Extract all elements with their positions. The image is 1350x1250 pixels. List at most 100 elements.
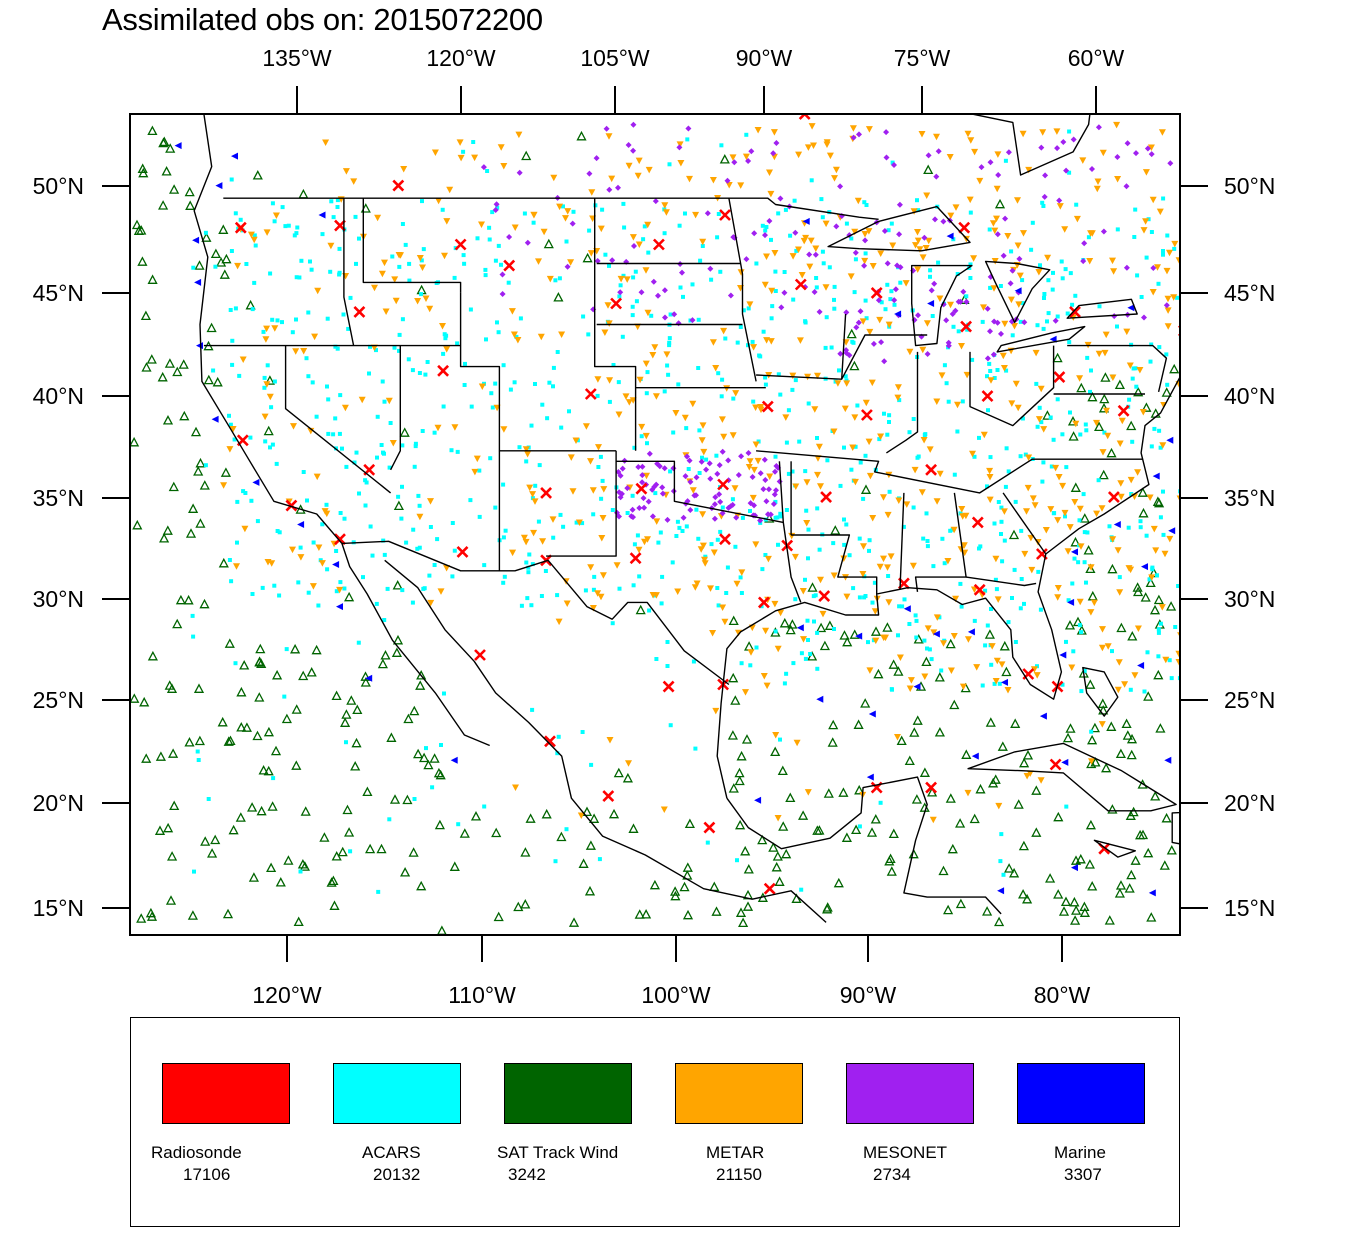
metar-marker xyxy=(1308,740,1315,747)
metar-marker xyxy=(1004,233,1012,240)
sat-track-wind-marker xyxy=(187,910,198,920)
radiosonde-marker xyxy=(544,735,556,748)
sat-track-wind-marker xyxy=(994,916,1005,927)
metar-marker xyxy=(572,437,580,444)
acars-marker xyxy=(958,581,963,586)
radiosonde-marker xyxy=(392,179,405,192)
metar-marker xyxy=(1201,375,1208,382)
radiosonde-marker xyxy=(1247,307,1257,317)
acars-marker xyxy=(495,205,500,210)
marine-marker xyxy=(1071,864,1078,872)
acars-marker xyxy=(700,244,705,248)
acars-marker xyxy=(989,607,993,611)
acars-marker xyxy=(380,379,385,384)
mesonet-marker xyxy=(773,140,780,146)
metar-marker xyxy=(851,228,859,236)
metar-marker xyxy=(268,560,276,567)
sat-track-wind-marker xyxy=(350,761,361,771)
mesonet-marker xyxy=(1223,231,1229,237)
sat-track-wind-marker xyxy=(682,862,693,872)
sat-track-wind-marker xyxy=(1086,758,1097,769)
acars-marker xyxy=(555,350,560,354)
sat-track-wind-marker xyxy=(1140,592,1151,602)
acars-marker xyxy=(1194,440,1198,444)
metar-marker xyxy=(799,588,807,595)
acars-marker xyxy=(559,425,564,430)
acars-marker xyxy=(1184,304,1188,308)
metar-marker xyxy=(796,337,804,344)
acars-marker xyxy=(773,499,778,504)
sat-track-wind-marker xyxy=(195,518,206,528)
metar-marker xyxy=(1109,257,1116,265)
acars-marker xyxy=(1077,518,1082,523)
acars-marker xyxy=(977,546,981,551)
acars-marker xyxy=(733,544,738,549)
acars-marker xyxy=(1086,235,1091,240)
acars-marker xyxy=(1201,516,1205,520)
acars-marker xyxy=(867,548,871,553)
mesonet-marker xyxy=(630,147,637,154)
acars-marker xyxy=(556,734,561,739)
acars-marker xyxy=(955,272,960,276)
marine-marker xyxy=(1148,889,1156,897)
acars-marker xyxy=(791,661,796,666)
metar-marker xyxy=(686,175,693,183)
acars-marker xyxy=(970,357,975,362)
metar-marker xyxy=(550,174,558,182)
metar-marker xyxy=(1215,185,1222,192)
mesonet-marker xyxy=(679,269,685,276)
metar-marker xyxy=(645,166,653,174)
acars-marker xyxy=(746,343,750,348)
metar-marker xyxy=(718,416,726,423)
metar-marker xyxy=(960,542,968,549)
acars-marker xyxy=(396,494,401,499)
acars-marker xyxy=(196,758,201,762)
metar-marker xyxy=(471,468,479,476)
acars-marker xyxy=(639,434,644,439)
acars-marker xyxy=(656,540,661,545)
sat-track-wind-marker xyxy=(734,767,745,778)
acars-marker xyxy=(857,536,862,541)
acars-marker xyxy=(814,276,819,280)
mesonet-marker xyxy=(770,501,777,507)
acars-marker xyxy=(243,491,248,495)
metar-marker xyxy=(709,177,717,184)
acars-marker xyxy=(487,225,492,230)
sat-track-wind-marker xyxy=(360,677,371,687)
acars-marker xyxy=(741,308,746,313)
acars-marker xyxy=(1035,323,1040,328)
acars-marker xyxy=(381,538,386,543)
acars-marker xyxy=(667,336,672,341)
mesonet-marker xyxy=(704,210,711,217)
acars-marker xyxy=(806,556,810,561)
mesonet-marker xyxy=(711,515,718,522)
metar-marker xyxy=(699,422,707,429)
acars-marker xyxy=(684,426,689,431)
radiosonde-marker xyxy=(353,305,366,318)
sat-track-wind-marker xyxy=(816,622,827,633)
acars-marker xyxy=(282,694,287,699)
metar-marker xyxy=(597,225,605,233)
sat-track-wind-marker xyxy=(741,734,753,744)
acars-marker xyxy=(1216,523,1220,527)
acars-marker xyxy=(659,601,664,606)
sat-track-wind-marker xyxy=(270,745,282,756)
sat-track-wind-marker xyxy=(730,695,741,705)
left-lat-label-35n: 35°N xyxy=(33,485,84,511)
metar-marker xyxy=(896,654,904,661)
sat-track-wind-marker xyxy=(938,865,949,876)
sat-track-wind-marker xyxy=(827,737,838,747)
metar-marker xyxy=(1014,404,1022,412)
acars-marker xyxy=(284,647,289,652)
acars-marker xyxy=(775,515,780,520)
acars-marker xyxy=(665,640,670,644)
sat-track-wind-marker xyxy=(393,500,404,511)
metar-marker xyxy=(1231,165,1238,172)
metar-marker xyxy=(763,253,770,260)
acars-marker xyxy=(1097,304,1102,309)
acars-marker xyxy=(939,668,944,673)
acars-marker xyxy=(1068,271,1073,276)
metar-marker xyxy=(300,348,308,355)
acars-marker xyxy=(411,527,416,532)
metar-marker xyxy=(843,593,851,601)
